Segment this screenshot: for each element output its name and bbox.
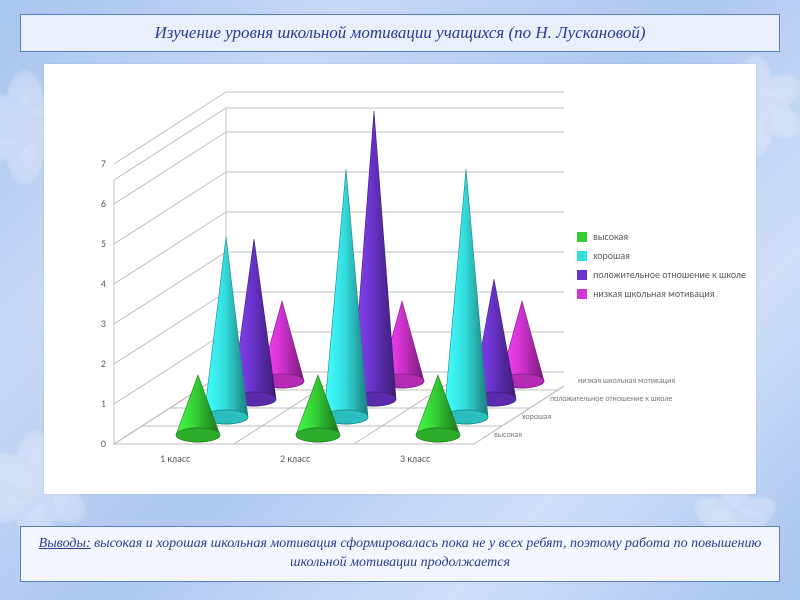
y-tick-label: 4 [88, 277, 106, 290]
legend-label: хорошая [593, 249, 630, 262]
legend-item: положительное отношение к школе [577, 268, 746, 281]
y-tick-label: 5 [88, 237, 106, 250]
legend-item: хорошая [577, 249, 746, 262]
y-tick-label: 0 [88, 437, 106, 450]
chart-axes [54, 74, 564, 484]
y-tick-label: 7 [88, 157, 106, 170]
depth-series-label: хорошая [522, 412, 551, 422]
x-category-label: 3 класс [400, 452, 430, 465]
depth-series-label: низкая школьная мотивация [578, 376, 675, 386]
y-tick-label: 2 [88, 357, 106, 370]
x-category-label: 2 класс [280, 452, 310, 465]
chart-legend: высокая хорошая положительное отношение к … [577, 224, 746, 306]
legend-swatch [577, 289, 587, 299]
conclusion-body: высокая и хорошая школьная мотивация сфо… [91, 536, 762, 570]
y-tick-label: 6 [88, 197, 106, 210]
legend-item: низкая школьная мотивация [577, 287, 746, 300]
legend-label: высокая [593, 230, 628, 243]
legend-label: низкая школьная мотивация [593, 287, 714, 300]
x-category-label: 1 класс [160, 452, 190, 465]
legend-swatch [577, 251, 587, 261]
y-tick-label: 1 [88, 397, 106, 410]
depth-series-label: положительное отношение к школе [550, 394, 672, 404]
conclusion-lead: Выводы: [39, 536, 91, 551]
legend-label: положительное отношение к школе [593, 268, 746, 281]
depth-series-label: высокая [494, 430, 522, 440]
y-tick-label: 3 [88, 317, 106, 330]
legend-swatch [577, 232, 587, 242]
legend-swatch [577, 270, 587, 280]
conclusion-box: Выводы: высокая и хорошая школьная мотив… [20, 526, 780, 582]
page-title: Изучение уровня школьной мотивации учащи… [20, 14, 780, 52]
chart-panel: высокаяхорошаяположительное отношение к … [44, 64, 756, 494]
legend-item: высокая [577, 230, 746, 243]
